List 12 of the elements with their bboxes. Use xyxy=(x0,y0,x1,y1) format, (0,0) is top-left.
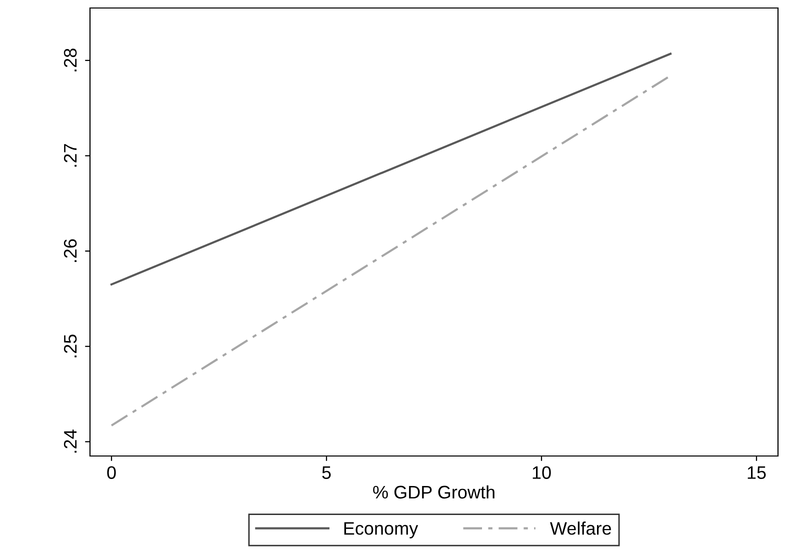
y-tick-label: .25 xyxy=(64,334,77,358)
x-tick-label: 0 xyxy=(107,466,116,479)
y-tick-label: .26 xyxy=(64,239,77,262)
x-tick-label: 15 xyxy=(748,466,766,479)
x-tick-label: 5 xyxy=(322,466,331,479)
y-tick-label: .27 xyxy=(64,144,77,167)
legend-label: Economy xyxy=(344,522,418,538)
x-tick-label: 10 xyxy=(532,466,551,479)
legend-label: Welfare xyxy=(550,522,612,535)
y-tick-label: .24 xyxy=(64,430,77,453)
y-tick-label: .28 xyxy=(64,48,77,72)
x-axis-title: % GDP Growth xyxy=(373,485,494,499)
